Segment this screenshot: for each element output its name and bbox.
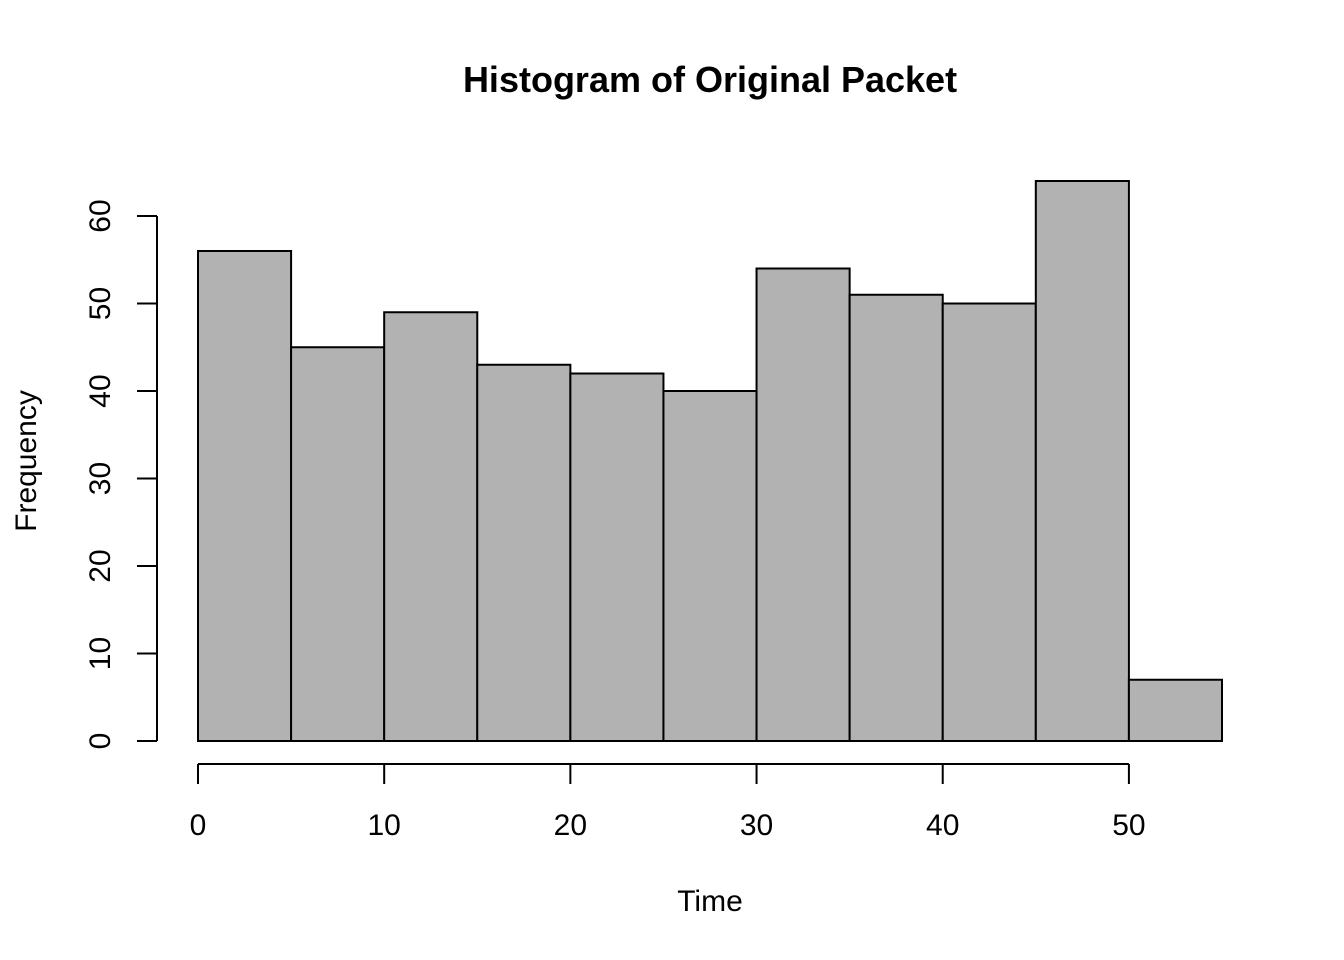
histogram-bar-1 — [290, 346, 386, 742]
x-axis-label: Time — [677, 885, 743, 918]
x-tick-label-0: 0 — [190, 809, 207, 842]
x-tick-label-1: 10 — [367, 809, 400, 842]
x-tick-label-4: 40 — [926, 809, 959, 842]
histogram-bar-10 — [1127, 678, 1223, 742]
histogram-bar-3 — [476, 363, 572, 742]
chart-title: Histogram of Original Packet — [463, 59, 957, 100]
histogram-bar-4 — [569, 372, 665, 742]
histogram-bar-0 — [197, 250, 293, 742]
y-tick-label-6: 60 — [84, 199, 117, 232]
histogram-bar-8 — [941, 302, 1037, 742]
x-tick-label-5: 50 — [1112, 809, 1145, 842]
bars-group — [197, 180, 1223, 742]
y-tick-label-4: 40 — [84, 374, 117, 407]
y-tick-label-2: 20 — [84, 549, 117, 582]
histogram-bar-2 — [383, 311, 479, 742]
y-tick-label-1: 10 — [84, 637, 117, 670]
histogram-bar-7 — [848, 293, 944, 742]
histogram-bar-6 — [755, 267, 851, 742]
y-axis-label: Frequency — [10, 390, 43, 532]
y-tick-label-3: 30 — [84, 462, 117, 495]
x-tick-label-3: 30 — [740, 809, 773, 842]
y-axis: 0 10 20 30 40 50 60 — [84, 199, 158, 750]
x-axis: 0 10 20 30 40 50 — [190, 763, 1146, 842]
x-tick-label-2: 20 — [554, 809, 587, 842]
histogram-bar-9 — [1034, 180, 1130, 742]
y-tick-label-0: 0 — [84, 733, 117, 750]
y-tick-label-5: 50 — [84, 287, 117, 320]
histogram-bar-5 — [662, 390, 758, 742]
